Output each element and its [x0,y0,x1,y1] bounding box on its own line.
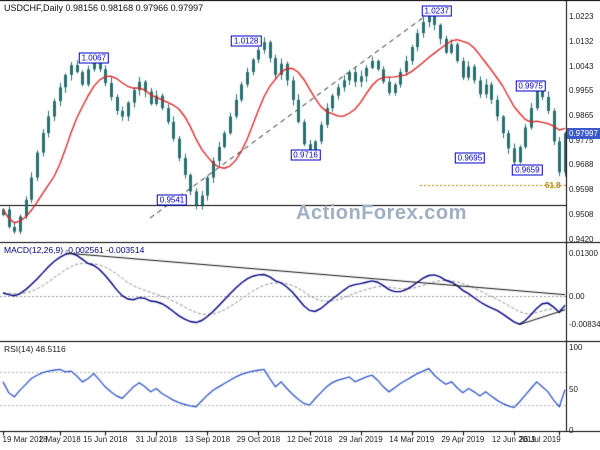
price-level-label: 1.0128 [230,35,262,47]
fib-retracement-label: 61.8 [545,181,561,191]
price-axis-label: 0.9598 [569,185,594,195]
date-axis-label: 26 Jul 2019 [519,435,561,444]
price-level-label: 0.9541 [156,194,188,206]
current-price-tag: 0.97997 [567,127,600,139]
price-axis-label: 0.9865 [569,111,594,121]
date-axis-label: 12 Dec 2018 [286,435,333,444]
price-axis-label: 0.9508 [569,210,594,220]
rsi-axis-label: 0 [569,426,574,435]
price-axis-label: 0.9688 [569,160,594,170]
date-axis-label: 14 Mar 2019 [389,435,435,444]
macd-indicator-label: MACD(12,26,9) -0.002561 -0.003514 [4,245,145,255]
price-level-label: 0.9975 [515,80,546,92]
price-level-label: 0.9695 [454,152,486,164]
date-axis-label: 29 Oct 2018 [236,435,281,444]
date-axis-label: 15 Jun 2018 [83,435,128,444]
macd-axis-label: 0.01300 [569,248,598,258]
date-axis-label: 2 May 2018 [38,435,81,444]
actionforex-watermark: ActionForex.com [296,202,467,224]
rsi-axis-label: 100 [569,343,583,352]
price-axis-label: 1.0043 [569,61,594,71]
date-axis-label: 29 Apr 2019 [441,435,485,444]
price-axis-label: 0.9955 [569,86,594,96]
date-axis-label: 12 Jun 2019 [491,435,536,444]
rsi-indicator-label: RSI(14) 48.5116 [4,344,66,354]
price-axis-label: 0.9420 [569,234,594,244]
chart-symbol-title: USDCHF,Daily 0.98156 0.98168 0.97966 0.9… [4,3,204,13]
price-axis-label: 0.9775 [569,136,594,146]
price-axis-label: 1.0223 [569,11,594,21]
date-axis-label: 13 Sep 2018 [184,435,231,444]
date-axis-label: 19 Mar 2018 [2,435,48,444]
price-level-label: 0.9659 [512,164,543,176]
macd-axis-label: 0.00 [569,292,585,302]
macd-axis-label: -0.00834 [569,320,600,330]
price-axis-label: 1.0132 [569,36,594,46]
date-axis-label: 31 Jul 2018 [135,435,177,444]
price-level-label: 1.0237 [421,5,452,17]
date-axis-label: 29 Jan 2019 [338,435,383,444]
price-level-label: 0.9716 [290,149,321,161]
rsi-axis-label: 50 [569,384,578,394]
price-level-label: 1.0067 [78,52,110,64]
